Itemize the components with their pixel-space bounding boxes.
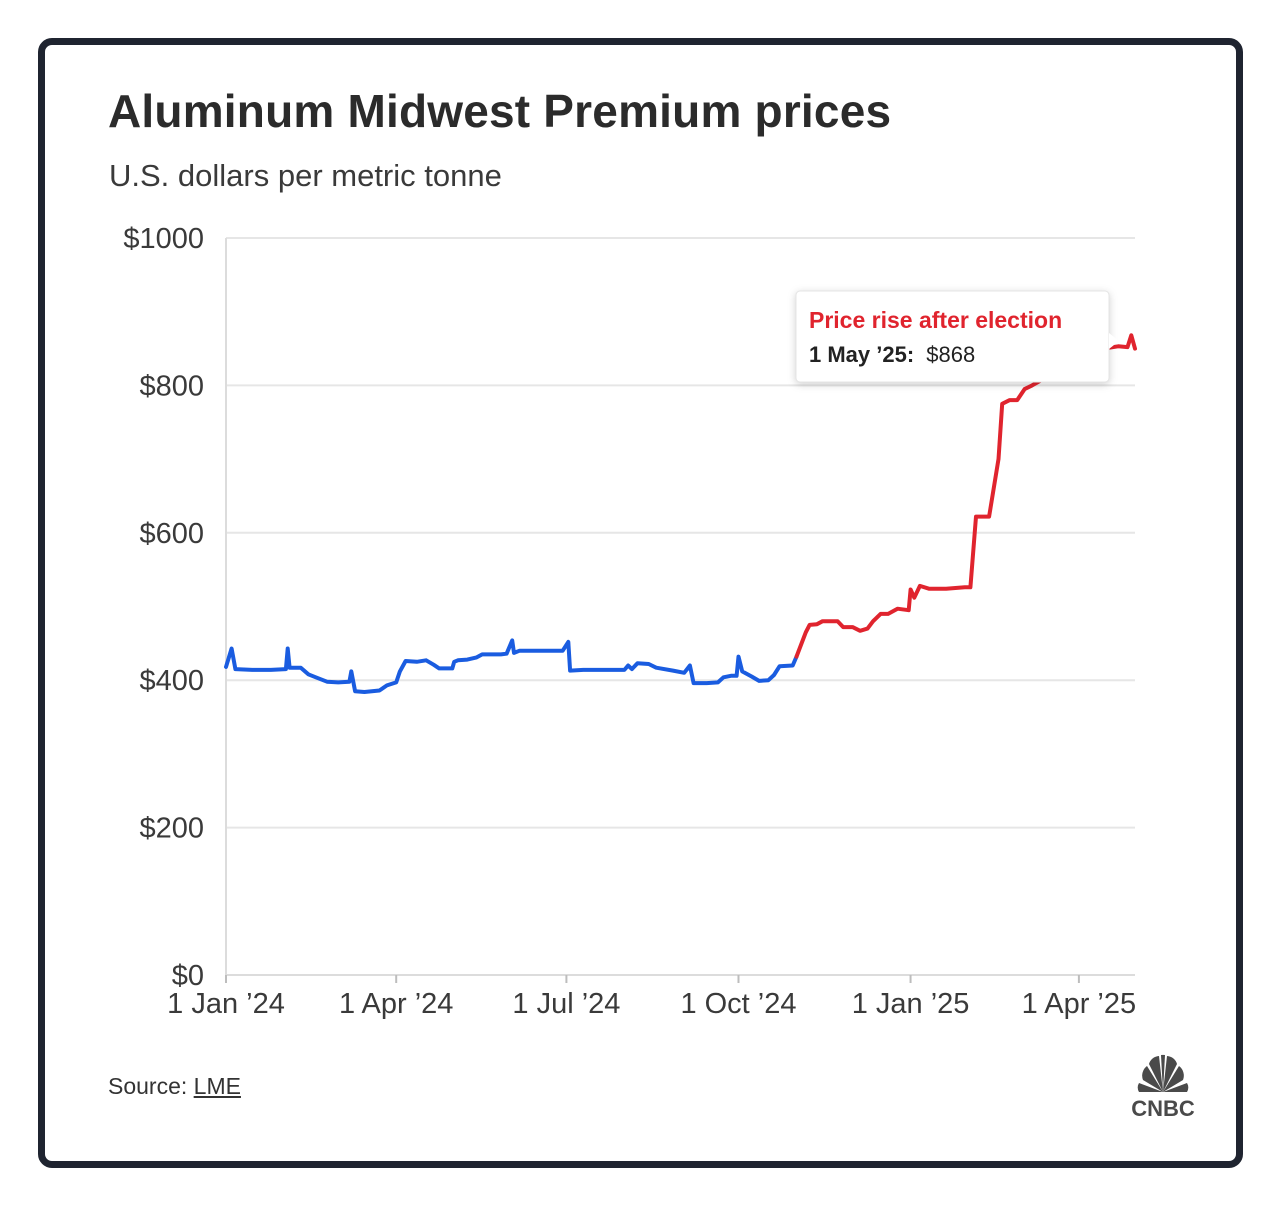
- cnbc-logo: CNBC: [1131, 1054, 1195, 1120]
- x-tick-label: 1 Apr ’24: [339, 988, 453, 1020]
- tooltip-title: Price rise after election: [809, 307, 1062, 333]
- peacock-icon: [1137, 1054, 1189, 1092]
- series-line-before-election: [224, 638, 799, 694]
- x-tick-label: 1 Jan ’24: [167, 988, 285, 1020]
- tooltip-value-line: 1 May ’25: $868: [809, 342, 975, 367]
- x-tick-label: 1 Jan ’25: [852, 988, 970, 1020]
- x-tick-label: 1 Apr ’25: [1022, 988, 1136, 1020]
- y-tick-label: $200: [139, 813, 204, 845]
- chart-subtitle: U.S. dollars per metric tonne: [109, 158, 502, 193]
- tooltip-box: [795, 290, 1110, 383]
- chart-card: [38, 38, 1243, 1168]
- axis-layer: $0 $200 $400 $600 $800 $1000 1 Jan ’24 1 Apr ’2…: [123, 223, 1136, 1020]
- chart-title: Aluminum Midwest Premium prices: [108, 85, 892, 137]
- source-link[interactable]: LME: [193, 1073, 241, 1099]
- y-tick-label: $1000: [123, 223, 204, 255]
- tooltip-value: $868: [926, 342, 975, 367]
- tooltip: Price rise after election 1 May ’25: $86…: [795, 290, 1119, 383]
- x-tick-label: 1 Jul ’24: [512, 988, 620, 1020]
- x-tick-label: 1 Oct ’24: [680, 988, 796, 1020]
- source-note: Source: LME: [108, 1073, 241, 1100]
- tooltip-pointer: [1109, 333, 1119, 349]
- source-label: Source:: [108, 1073, 188, 1099]
- series-line-after-election: [794, 333, 1137, 659]
- y-tick-label: $800: [139, 370, 204, 402]
- series-layer: [224, 333, 1137, 694]
- tooltip-date: 1 May ’25:: [809, 342, 914, 367]
- y-tick-label: $600: [139, 518, 204, 550]
- y-tick-label: $400: [139, 665, 204, 697]
- y-tick-label: $0: [172, 960, 204, 992]
- grid-layer: [226, 237, 1135, 976]
- logo-text: CNBC: [1131, 1096, 1195, 1120]
